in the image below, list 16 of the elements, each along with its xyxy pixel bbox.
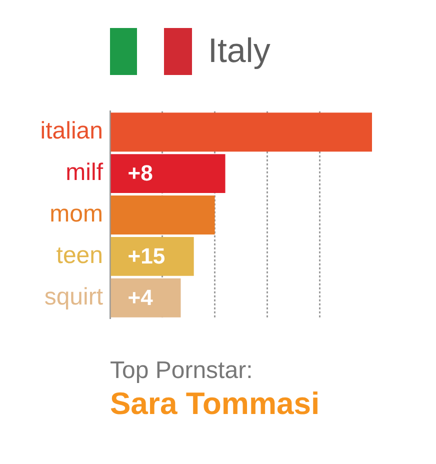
chart-title: Italy	[208, 32, 270, 70]
y-tick-label: mom	[50, 200, 103, 228]
y-tick-label: teen	[56, 242, 103, 270]
bar	[110, 154, 226, 194]
bar	[110, 112, 372, 152]
text: Sara Tommasi	[110, 386, 320, 421]
annotation: +8	[128, 160, 153, 186]
y-tick-label: milf	[66, 159, 104, 186]
bar	[110, 236, 194, 276]
bar	[110, 196, 215, 234]
annotation: +4	[128, 284, 154, 310]
bar	[110, 278, 181, 318]
y-tick-label: italian	[40, 118, 103, 145]
y-tick-label: squirt	[44, 284, 104, 311]
text: Top Pornstar:	[110, 357, 253, 384]
annotation: +15	[128, 244, 166, 269]
